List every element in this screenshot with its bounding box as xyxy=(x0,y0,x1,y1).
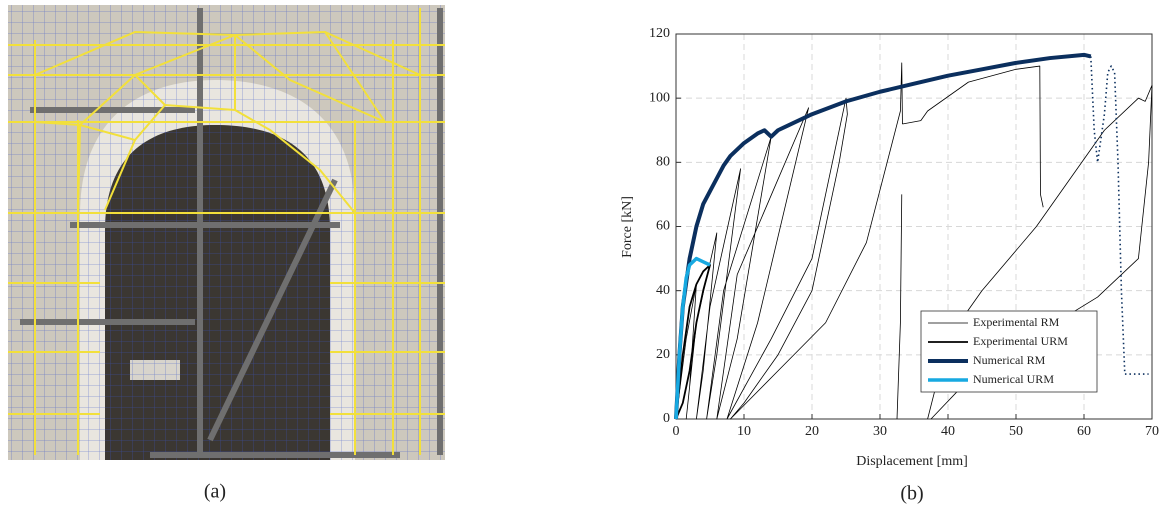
plot-frame xyxy=(675,33,1153,420)
y-tick-label: 80 xyxy=(656,155,670,170)
mesh xyxy=(8,5,445,460)
x-tick-label: 10 xyxy=(737,424,751,439)
x-tick-label: 0 xyxy=(673,424,680,439)
series-line xyxy=(1090,56,1149,375)
x-tick-label: 50 xyxy=(1009,424,1023,439)
series-line xyxy=(674,52,1092,420)
x-axis-label: Displacement [mm] xyxy=(856,454,968,469)
y-tick-label: 100 xyxy=(649,90,670,105)
y-tick-label: 120 xyxy=(649,26,670,41)
legend-label: Experimental RM xyxy=(973,315,1060,329)
x-tick-label: 20 xyxy=(805,424,819,439)
yellow-frame xyxy=(8,8,445,455)
legend-label: Numerical URM xyxy=(973,372,1054,386)
x-tick-label: 60 xyxy=(1077,424,1091,439)
y-tick-label: 60 xyxy=(656,219,670,234)
y-tick-label: 0 xyxy=(663,411,670,426)
y-axis-label: Force [kN] xyxy=(620,196,635,258)
y-tick-label: 40 xyxy=(656,283,670,298)
scaffold xyxy=(20,8,443,458)
legend: Experimental RM Experimental URM Numerical… xyxy=(920,310,1098,393)
legend-label: Numerical RM xyxy=(973,353,1046,367)
legend-label: Experimental URM xyxy=(973,334,1068,348)
x-tick-label: 40 xyxy=(941,424,955,439)
series-line xyxy=(674,256,711,420)
caption-a: (a) xyxy=(204,481,226,503)
caption-b: (b) xyxy=(900,483,923,505)
y-tick-label: 20 xyxy=(656,347,670,362)
x-tick-label: 70 xyxy=(1145,424,1159,439)
x-tick-label: 30 xyxy=(873,424,887,439)
photo-panel xyxy=(8,5,445,460)
